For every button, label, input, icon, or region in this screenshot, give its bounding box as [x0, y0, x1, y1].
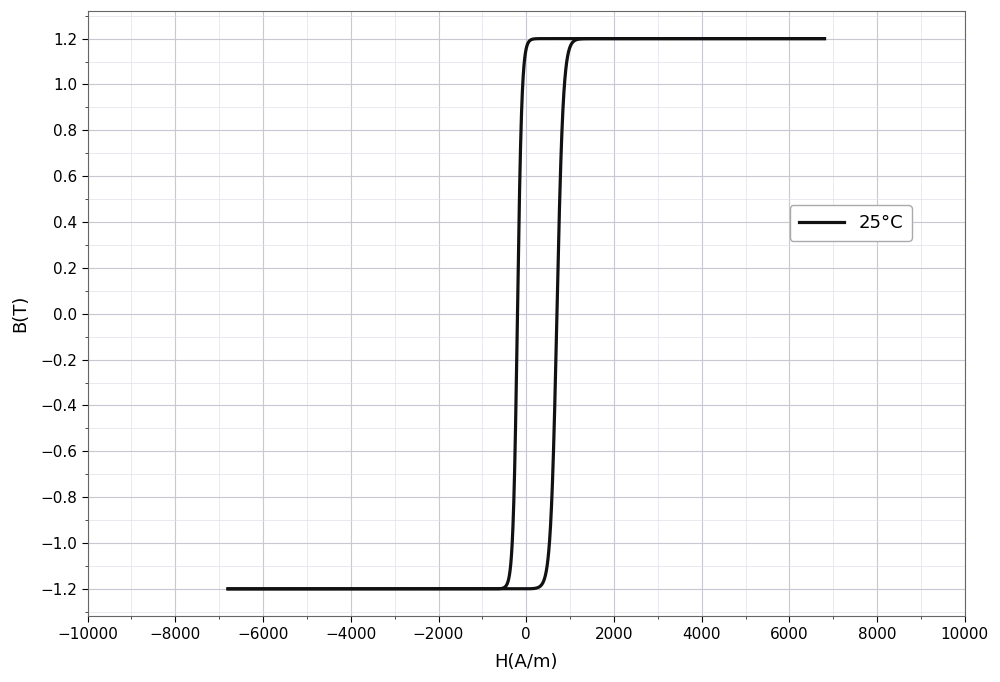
- 25°C: [713, 35, 725, 43]
- 25°C: [450, 584, 462, 593]
- 25°C: [580, 35, 592, 43]
- 25°C: [667, 35, 679, 43]
- 25°C: [595, 35, 607, 43]
- Y-axis label: B(T): B(T): [11, 295, 29, 332]
- X-axis label: H(A/m): H(A/m): [494, 653, 558, 671]
- Legend: 25°C: 25°C: [790, 205, 912, 241]
- Line: 25°C: 25°C: [228, 39, 824, 589]
- 25°C: [818, 35, 830, 43]
- 25°C: [330, 584, 342, 593]
- 25°C: [222, 584, 234, 593]
- 25°C: [610, 35, 622, 43]
